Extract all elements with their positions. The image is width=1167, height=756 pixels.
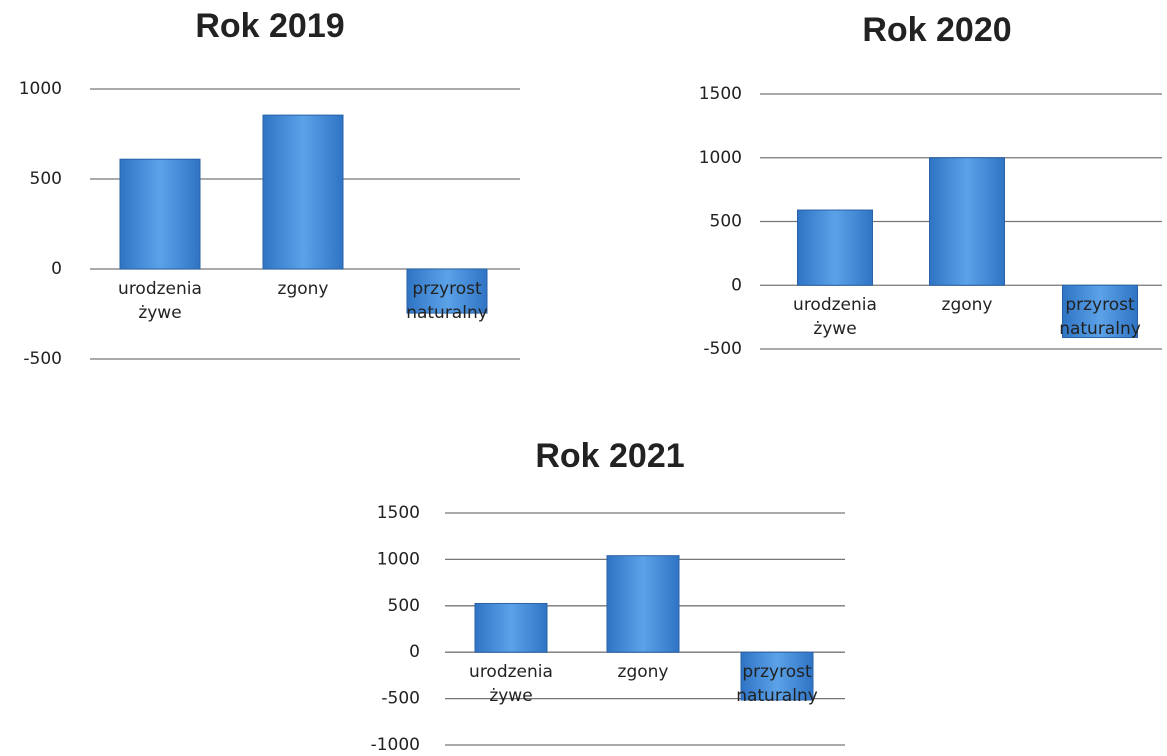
y-tick-label: 0 (409, 642, 420, 662)
y-tick-label: 1000 (19, 79, 62, 99)
bar (797, 209, 873, 286)
bar (606, 555, 680, 653)
x-label-box: urodzenia żywe (118, 279, 202, 323)
y-tick-label: -500 (381, 689, 420, 709)
bar (119, 158, 201, 270)
x-tick-label: zgony (617, 662, 669, 683)
x-tick-label: zgony (941, 295, 993, 316)
x-label-box: przyrost naturalny (406, 279, 488, 323)
bar (929, 157, 1005, 286)
x-tick-label: przyrost naturalny (406, 279, 488, 323)
y-tick-label: 500 (388, 596, 420, 616)
x-label-box: przyrost naturalny (736, 662, 818, 707)
y-tick-label: 500 (30, 169, 62, 189)
x-label-box: przyrost naturalny (1059, 295, 1141, 340)
y-tick-label: 1500 (699, 84, 742, 104)
x-tick-label: zgony (277, 279, 329, 299)
x-tick-label: urodzenia żywe (793, 295, 877, 340)
y-tick-label: -1000 (371, 735, 420, 755)
y-tick-label: -500 (23, 349, 62, 369)
x-tick-label: przyrost naturalny (736, 662, 818, 707)
y-tick-label: 0 (51, 259, 62, 279)
x-tick-label: urodzenia żywe (118, 279, 202, 323)
y-tick-label: -500 (703, 339, 742, 359)
x-label-box: zgony (617, 662, 669, 683)
chart-title: Rok 2021 (535, 437, 684, 475)
x-tick-label: przyrost naturalny (1059, 295, 1141, 340)
y-tick-label: 1500 (377, 503, 420, 523)
x-label-box: urodzenia żywe (469, 662, 553, 707)
y-tick-label: 1000 (377, 549, 420, 569)
bar (262, 114, 344, 270)
chart-title: Rok 2020 (862, 11, 1011, 49)
bar (474, 602, 548, 653)
x-label-box: zgony (277, 279, 329, 299)
x-tick-label: urodzenia żywe (469, 662, 553, 707)
bar (406, 268, 488, 314)
x-label-box: zgony (941, 295, 993, 316)
x-label-box: urodzenia żywe (793, 295, 877, 340)
y-tick-label: 0 (731, 275, 742, 295)
chart-title: Rok 2019 (195, 7, 344, 45)
y-tick-label: 1000 (699, 148, 742, 168)
bar (1062, 284, 1138, 339)
bar (740, 651, 814, 701)
y-tick-label: 500 (710, 212, 742, 232)
